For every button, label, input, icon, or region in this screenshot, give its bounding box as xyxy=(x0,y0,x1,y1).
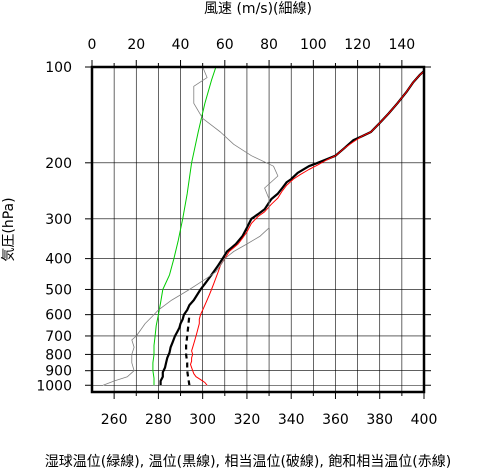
series-line xyxy=(102,66,279,386)
y-axis-tick-label: 400 xyxy=(45,252,72,268)
series-line xyxy=(152,66,217,386)
series-line xyxy=(159,70,425,386)
bottom-axis-tick-label: 400 xyxy=(411,412,438,428)
bottom-axis-tick-label: 300 xyxy=(189,412,216,428)
top-axis-title: 風速 (m/s)(細線) xyxy=(204,1,312,17)
plot-frame xyxy=(90,65,426,394)
y-axis-tick-label: 1000 xyxy=(36,378,72,394)
y-axis-tick-label: 700 xyxy=(45,329,72,345)
top-axis-tick-label: 80 xyxy=(260,37,278,53)
bottom-axis-title: 湿球温位(緑線), 温位(黒線), 相当温位(破線), 飽和相当温位(赤線) xyxy=(45,453,451,470)
y-axis-tick-label: 100 xyxy=(45,60,72,76)
top-axis-tick-labels: 0 20 40 60 80 100 120 140 xyxy=(88,37,416,53)
y-axis-tick-label: 500 xyxy=(45,282,72,298)
top-axis-tick-label: 60 xyxy=(216,37,234,53)
y-axis-title: 気圧(hPa) xyxy=(1,197,17,261)
y-axis-tick-label: 800 xyxy=(45,347,72,363)
top-axis-tick-label: 120 xyxy=(344,37,371,53)
series-line xyxy=(185,314,191,386)
bottom-axis-tick-label: 380 xyxy=(366,412,393,428)
bottom-axis-tick-label: 360 xyxy=(322,412,349,428)
y-axis-tick-label: 600 xyxy=(45,308,72,324)
top-axis-tick-label: 140 xyxy=(388,37,415,53)
top-axis-tick-label: 40 xyxy=(172,37,190,53)
series-layer xyxy=(102,66,425,386)
tick-marks xyxy=(85,60,431,399)
top-axis-tick-label: 0 xyxy=(88,37,97,53)
bottom-axis-tick-label: 280 xyxy=(145,412,172,428)
bottom-axis-tick-label: 320 xyxy=(234,412,261,428)
bottom-axis-tick-label: 260 xyxy=(101,412,128,428)
bottom-axis-tick-labels: 260 280 300 320 340 360 380 400 xyxy=(101,412,438,428)
y-axis-tick-label: 900 xyxy=(45,364,72,380)
bottom-axis-tick-label: 340 xyxy=(278,412,305,428)
top-axis-tick-label: 100 xyxy=(300,37,327,53)
y-axis-tick-label: 200 xyxy=(45,156,72,172)
y-axis-tick-label: 300 xyxy=(45,212,72,228)
grid-lines xyxy=(92,66,424,392)
top-axis-tick-label: 20 xyxy=(127,37,145,53)
